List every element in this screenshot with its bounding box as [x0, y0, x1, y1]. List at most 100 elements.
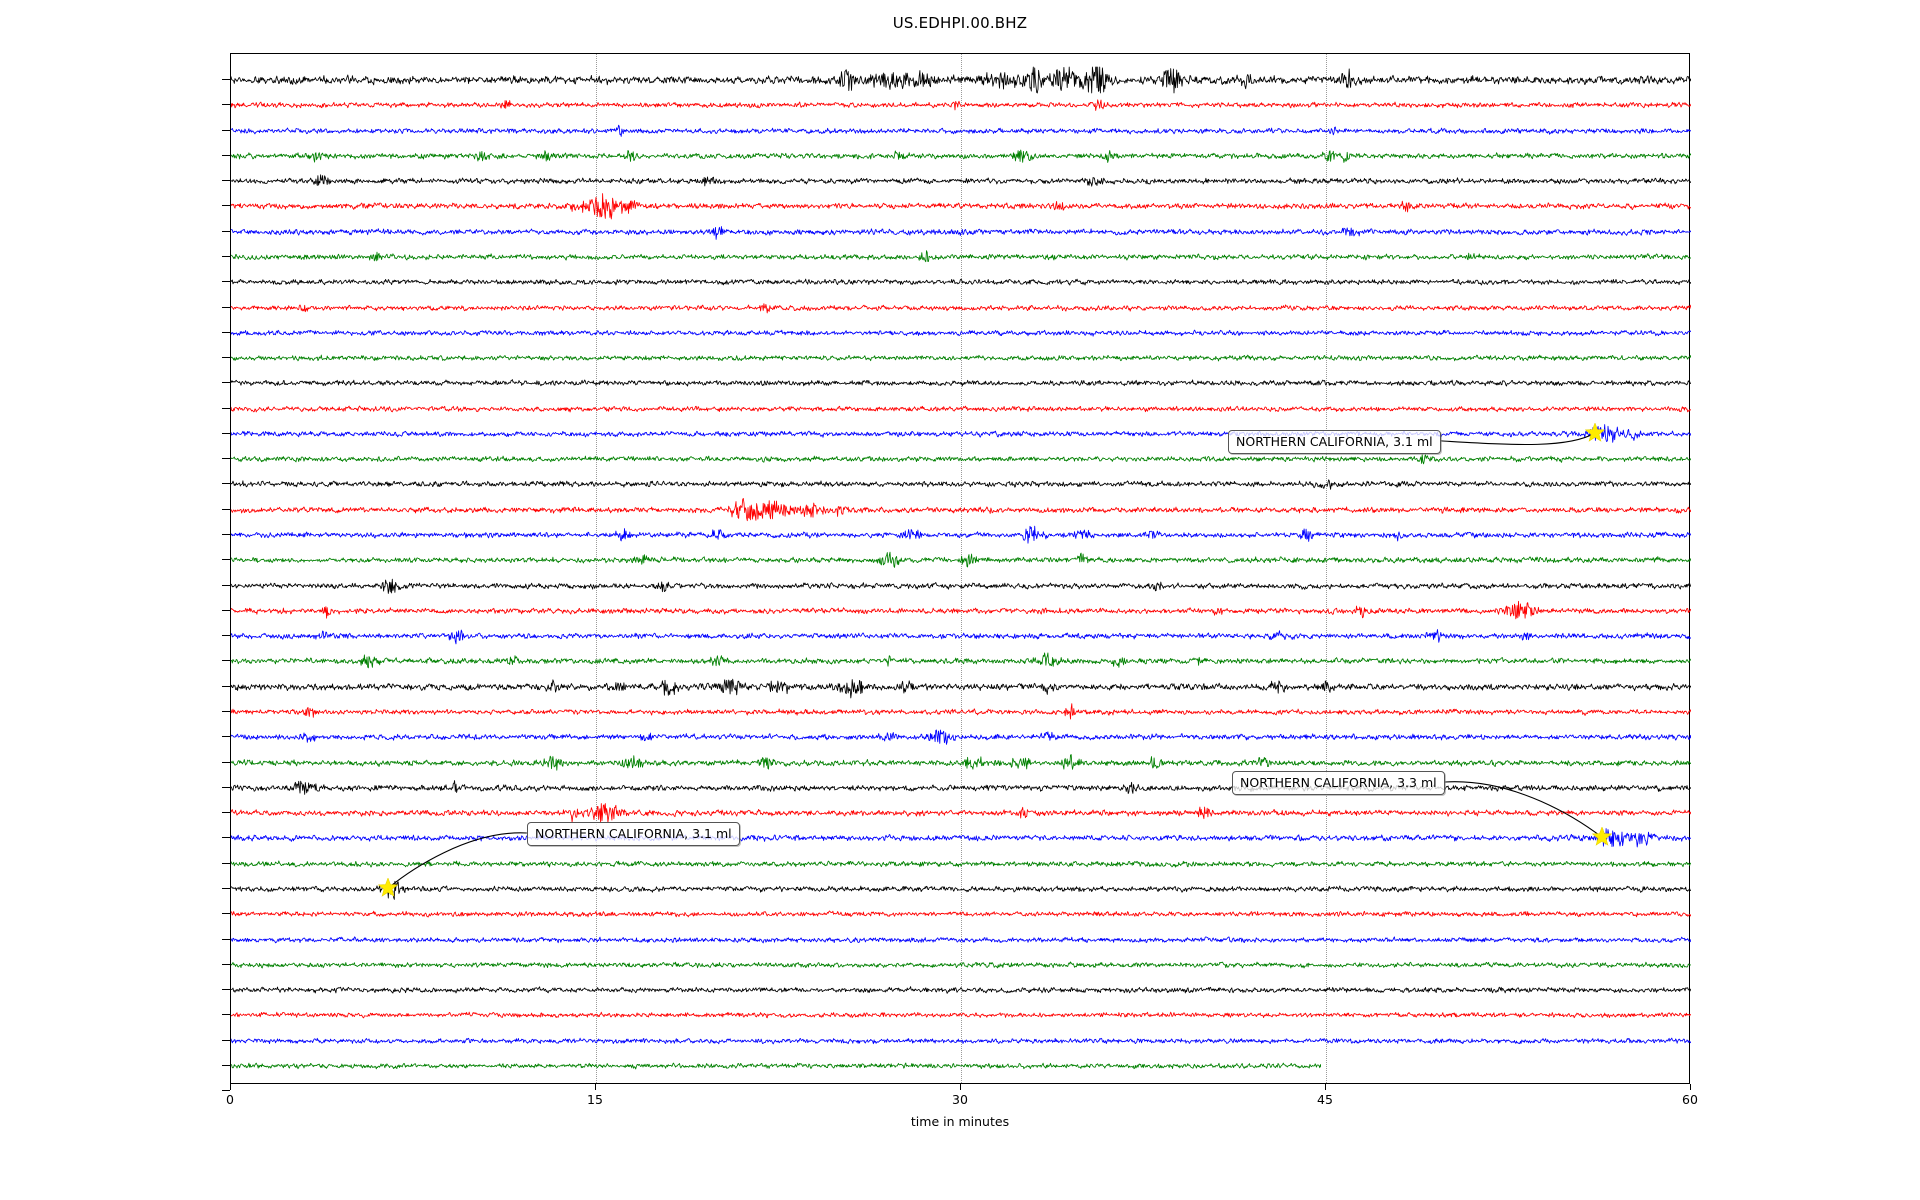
y-axis-tick [222, 862, 230, 864]
earthquake-annotation-label[interactable]: NORTHERN CALIFORNIA, 3.1 ml [527, 822, 740, 846]
x-axis-tick [595, 1084, 596, 1090]
seismogram-trace [231, 267, 1691, 297]
seismogram-trace [231, 1051, 1322, 1081]
y-axis-tick [222, 812, 230, 814]
page-title: US.EDHPI.00.BHZ [892, 14, 1028, 32]
x-axis-tick [230, 1084, 231, 1090]
y-axis-tick [222, 281, 230, 283]
seismogram-trace [231, 545, 1691, 575]
y-axis-tick [222, 230, 230, 232]
y-axis-tick [222, 129, 230, 131]
y-axis-tick [222, 635, 230, 637]
seismogram-trace [231, 798, 1691, 828]
x-axis-tick-label: 15 [587, 1092, 603, 1107]
y-axis-tick [222, 205, 230, 207]
y-axis-tick [222, 736, 230, 738]
y-axis-tick [222, 1039, 230, 1041]
seismogram-trace [231, 495, 1691, 525]
y-axis-tick [222, 786, 230, 788]
seismogram-trace [231, 293, 1691, 323]
seismogram-trace [231, 975, 1691, 1005]
seismogram-trace [231, 343, 1691, 373]
y-axis-tick [222, 913, 230, 915]
earthquake-annotation-label[interactable]: NORTHERN CALIFORNIA, 3.3 ml [1232, 771, 1445, 795]
y-axis-tick [222, 1090, 230, 1092]
x-axis-tick [1325, 1084, 1326, 1090]
seismogram-trace [231, 950, 1691, 980]
seismogram-trace [231, 823, 1691, 853]
seismogram-trace [231, 90, 1691, 120]
seismogram-trace [231, 141, 1691, 171]
y-axis-tick [222, 761, 230, 763]
y-axis-tick [222, 508, 230, 510]
y-axis-tick [222, 306, 230, 308]
seismogram-trace [231, 773, 1691, 803]
x-axis-tick [960, 1084, 961, 1090]
seismogram-trace [231, 722, 1691, 752]
seismogram-trace [231, 191, 1691, 221]
y-axis-tick [222, 559, 230, 561]
y-axis-tick [222, 1064, 230, 1066]
seismogram-trace [231, 748, 1691, 778]
seismogram-trace [231, 166, 1691, 196]
seismogram-trace [231, 469, 1691, 499]
y-axis-tick [222, 989, 230, 991]
x-axis-tick-label: 0 [226, 1092, 234, 1107]
seismogram-trace [231, 394, 1691, 424]
y-axis-tick [222, 382, 230, 384]
earthquake-star-marker [377, 877, 399, 902]
annotation-leader-line [376, 803, 539, 922]
seismogram-trace [231, 646, 1691, 676]
seismogram-trace [231, 217, 1691, 247]
seismogram-trace [231, 672, 1691, 702]
seismogram-trace [231, 899, 1691, 929]
y-axis-tick [222, 584, 230, 586]
x-axis-tick [1690, 1084, 1691, 1090]
seismogram-trace [231, 116, 1691, 146]
y-axis-tick [222, 660, 230, 662]
y-axis-tick [222, 483, 230, 485]
seismogram-trace [231, 318, 1691, 348]
y-axis-tick [222, 1014, 230, 1016]
gridline-30min [961, 54, 962, 1083]
gridline-15min [596, 54, 597, 1083]
seismogram-trace [231, 596, 1691, 626]
seismogram-trace [231, 925, 1691, 955]
earthquake-star-marker [1592, 826, 1613, 851]
y-axis-tick [222, 711, 230, 712]
seismogram-trace [231, 520, 1691, 550]
annotation-leader-line [1433, 752, 1614, 872]
x-axis-tick-label: 30 [952, 1092, 968, 1107]
seismogram-trace [231, 571, 1691, 601]
y-axis-tick [222, 432, 230, 434]
earthquake-annotation-label[interactable]: NORTHERN CALIFORNIA, 3.1 ml [1228, 430, 1441, 454]
y-axis-tick [222, 458, 230, 460]
seismogram-trace [231, 368, 1691, 398]
seismogram-trace [231, 65, 1691, 95]
y-axis-tick [222, 180, 230, 182]
x-axis-tick-label: 45 [1317, 1092, 1333, 1107]
y-axis-tick [222, 837, 230, 839]
seismogram-trace [231, 242, 1691, 272]
y-axis-labels: 00:00:0901:00:0902:00:0903:00:0904:00:09… [0, 0, 230, 1092]
y-axis-tick [222, 331, 230, 333]
seismogram-trace [231, 849, 1691, 879]
y-axis-tick [222, 154, 230, 156]
gridline-45min [1326, 54, 1327, 1083]
y-axis-tick [222, 255, 230, 257]
y-axis-tick [222, 104, 230, 106]
seismogram-trace [231, 444, 1691, 474]
y-axis-tick [222, 407, 230, 409]
y-axis-tick [222, 963, 230, 965]
y-axis-tick [222, 938, 230, 940]
y-axis-tick [222, 534, 230, 536]
seismogram-trace [231, 874, 1691, 904]
y-axis-tick [222, 79, 230, 80]
plot-area [230, 53, 1691, 1084]
seismogram-trace [231, 621, 1691, 651]
seismogram-trace [231, 1026, 1691, 1056]
annotation-leader-line [1429, 403, 1607, 475]
y-axis-tick [222, 887, 230, 889]
y-axis-tick [222, 609, 230, 611]
